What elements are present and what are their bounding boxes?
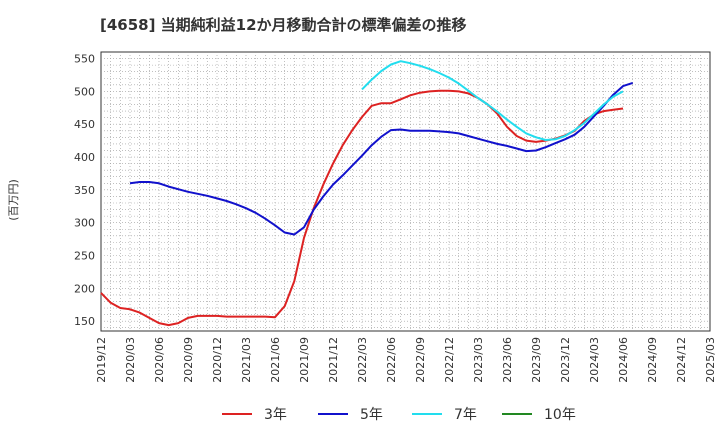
x-tick-label: 2025/03: [704, 337, 717, 383]
plot-frame: [100, 51, 711, 332]
x-tick-label: 2021/09: [298, 337, 311, 383]
x-tick-label: 2024/09: [646, 337, 659, 383]
x-tick-label: 2020/06: [153, 337, 166, 383]
y-tick-labels: 150 200 250 300 350 400 450 500 550: [74, 53, 95, 329]
series-lines: [100, 60, 634, 327]
x-tick-label: 2019/12: [95, 337, 108, 383]
series-line-5年: [129, 81, 634, 236]
x-tick-label: 2022/12: [443, 337, 456, 383]
series-line-3年: [100, 89, 624, 327]
legend-label: 3年: [264, 407, 287, 423]
x-tick-label: 2020/03: [124, 337, 137, 383]
legend-label: 5年: [360, 407, 383, 423]
y-axis-label: (百万円): [7, 179, 20, 221]
legend: 3年 5年 7年 10年: [222, 407, 576, 423]
plot-area: [100, 51, 711, 332]
x-tick-label: 2023/03: [472, 337, 485, 383]
y-tick-label: 400: [74, 151, 95, 164]
series-line-7年: [361, 60, 624, 141]
y-tick-label: 450: [74, 118, 95, 131]
y-tick-label: 250: [74, 250, 95, 263]
x-tick-labels: 2019/12 2020/03 2020/06 2020/09 2020/12 2021/…: [95, 337, 717, 383]
x-tick-label: 2021/03: [240, 337, 253, 383]
x-tick-label: 2022/03: [356, 337, 369, 383]
x-tick-label: 2024/03: [588, 337, 601, 383]
legend-label: 7年: [454, 407, 477, 423]
y-tick-label: 200: [74, 282, 95, 295]
x-tick-label: 2023/09: [530, 337, 543, 383]
y-tick-label: 500: [74, 85, 95, 98]
y-tick-label: 150: [74, 315, 95, 328]
x-tick-label: 2021/12: [327, 337, 340, 383]
x-tick-label: 2023/12: [559, 337, 572, 383]
x-tick-label: 2021/06: [269, 337, 282, 383]
legend-label: 10年: [544, 407, 576, 423]
x-tick-label: 2022/09: [414, 337, 427, 383]
x-tick-label: 2024/12: [675, 337, 688, 383]
chart-title: [4658] 当期純利益12か月移動合計の標準偏差の推移: [100, 16, 467, 34]
grid-lines: [101, 52, 710, 331]
y-tick-label: 300: [74, 217, 95, 230]
x-tick-label: 2023/06: [501, 337, 514, 383]
x-tick-label: 2020/12: [211, 337, 224, 383]
y-tick-label: 550: [74, 53, 95, 66]
x-tick-label: 2020/09: [182, 337, 195, 383]
x-tick-label: 2022/06: [385, 337, 398, 383]
y-tick-label: 350: [74, 184, 95, 197]
x-tick-label: 2024/06: [617, 337, 630, 383]
